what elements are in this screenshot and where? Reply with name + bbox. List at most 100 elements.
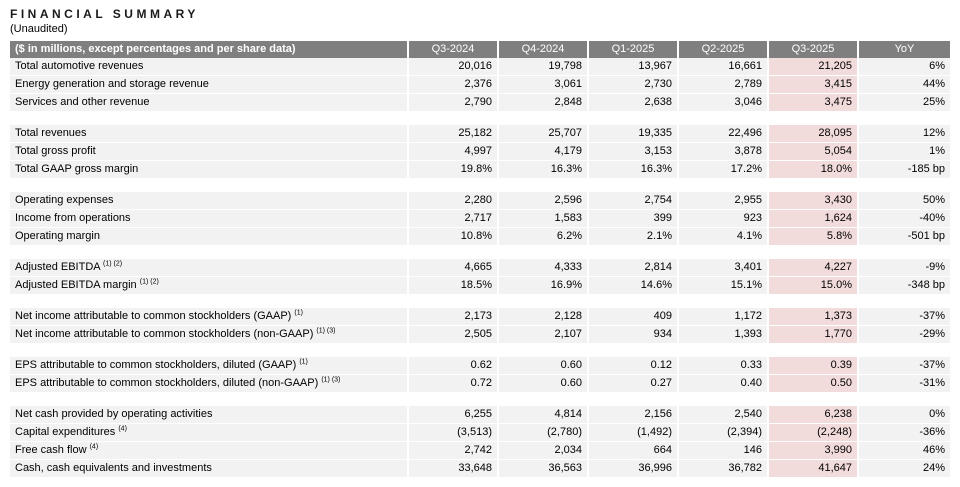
column-header-q1-2025: Q1-2025 [587,41,678,58]
value-cell: 3,415 [767,75,858,94]
table-row: Adjusted EBITDA margin (1) (2) 18.5% 16.9%… [10,276,950,295]
column-header-yoy: YoY [857,41,950,58]
value-cell: 3,878 [677,142,768,161]
value-cell: (2,780) [497,423,588,442]
table-row: Adjusted EBITDA (1) (2) 4,665 4,333 2,814 3,… [10,259,950,277]
value-cell: 18.5% [407,276,498,295]
value-cell: 923 [677,209,768,228]
value-cell: 16.3% [587,160,678,179]
value-cell: 14.6% [587,276,678,295]
value-cell: 16,661 [677,58,768,76]
value-cell: 15.1% [677,276,768,295]
table-row: Services and other revenue 2,790 2,848 2,63… [10,93,950,112]
financial-summary-table: ($ in millions, except percentages and p… [10,41,950,478]
row-label: EPS attributable to common stockholders,… [10,357,408,375]
row-label: Energy generation and storage revenue [10,75,408,94]
value-cell: 2,717 [407,209,498,228]
value-cell: 2,742 [407,441,498,460]
value-cell: 5.8% [767,227,858,246]
value-cell: 934 [587,325,678,344]
column-header-q3-2025: Q3-2025 [767,41,858,58]
value-cell: 13,967 [587,58,678,76]
value-cell: 5,054 [767,142,858,161]
value-cell: 2,505 [407,325,498,344]
value-cell: 2,789 [677,75,768,94]
value-cell: 2,156 [587,406,678,424]
yoy-value: 12% [857,125,950,143]
table-header: ($ in millions, except percentages and p… [10,41,950,58]
table-row: Total revenues 25,182 25,707 19,335 22,496 28… [10,125,950,143]
value-cell: 1,624 [767,209,858,228]
value-cell: 4.1% [677,227,768,246]
footnote-ref: (1) [299,358,308,366]
value-cell: 28,095 [767,125,858,143]
value-cell: 2,173 [407,308,498,326]
value-cell: 21,205 [767,58,858,76]
value-cell: 0.39 [767,357,858,375]
row-label: Income from operations [10,209,408,228]
yoy-value: 24% [857,459,950,478]
table-row: Total gross profit 4,997 4,179 3,153 3,878 5,… [10,142,950,161]
value-cell: 4,814 [497,406,588,424]
value-cell: 10.8% [407,227,498,246]
value-cell: 16.9% [497,276,588,295]
value-cell: 4,997 [407,142,498,161]
value-cell: 3,475 [767,93,858,112]
section-spacer [10,111,950,125]
value-cell: 1,373 [767,308,858,326]
row-label: Services and other revenue [10,93,408,112]
row-label: Operating margin [10,227,408,246]
value-cell: 6,255 [407,406,498,424]
yoy-value: 44% [857,75,950,94]
value-cell: 0.27 [587,374,678,393]
value-cell: 146 [677,441,768,460]
value-cell: 1,393 [677,325,768,344]
table-row: Operating margin 10.8% 6.2% 2.1% 4.1% 5.8% -50… [10,227,950,246]
value-cell: 3,153 [587,142,678,161]
row-label: Total revenues [10,125,408,143]
row-label: Total gross profit [10,142,408,161]
yoy-value: -37% [857,308,950,326]
value-cell: 2,596 [497,192,588,210]
yoy-value: -37% [857,357,950,375]
value-cell: 6.2% [497,227,588,246]
table-row: EPS attributable to common stockholders,… [10,374,950,393]
value-cell: 399 [587,209,678,228]
section-spacer [10,294,950,308]
value-cell: 20,016 [407,58,498,76]
yoy-value: -29% [857,325,950,344]
value-cell: 2,540 [677,406,768,424]
value-cell: 0.60 [497,357,588,375]
footnote-ref: (1) (2) [103,260,123,268]
row-label: Adjusted EBITDA (1) (2) [10,259,408,277]
column-header-q4-2024: Q4-2024 [497,41,588,58]
value-cell: 4,179 [497,142,588,161]
value-cell: (3,513) [407,423,498,442]
yoy-value: -348 bp [857,276,950,295]
value-cell: 36,782 [677,459,768,478]
yoy-value: 6% [857,58,950,76]
row-label: Total automotive revenues [10,58,408,76]
yoy-value: -185 bp [857,160,950,179]
footnote-ref: (1) (2) [139,278,159,286]
row-label: Adjusted EBITDA margin (1) (2) [10,276,408,295]
table-row: Income from operations 2,717 1,583 399 923 1,… [10,209,950,228]
row-label: Capital expenditures (4) [10,423,408,442]
value-cell: 6,238 [767,406,858,424]
value-cell: 2.1% [587,227,678,246]
table-row: Net income attributable to common stockh… [10,325,950,344]
column-header-q3-2024: Q3-2024 [407,41,498,58]
value-cell: 4,227 [767,259,858,277]
value-cell: 0.12 [587,357,678,375]
yoy-value: -31% [857,374,950,393]
row-label: Total GAAP gross margin [10,160,408,179]
value-cell: 19,335 [587,125,678,143]
table-row: EPS attributable to common stockholders,… [10,357,950,375]
row-label: Net cash provided by operating activitie… [10,406,408,424]
value-cell: 2,730 [587,75,678,94]
value-cell: 4,333 [497,259,588,277]
value-cell: 3,046 [677,93,768,112]
section-spacer [10,392,950,406]
value-cell: 4,665 [407,259,498,277]
yoy-value: -9% [857,259,950,277]
